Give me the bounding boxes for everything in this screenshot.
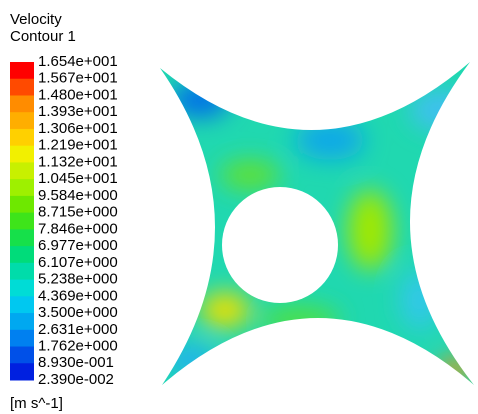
legend-label: 2.390e-002 xyxy=(38,371,114,388)
contour-field xyxy=(160,62,474,385)
legend-label: 1.654e+001 xyxy=(38,53,118,70)
legend-swatch xyxy=(10,346,34,364)
legend-swatch xyxy=(10,195,34,214)
legend-label: 2.631e+000 xyxy=(38,321,118,338)
legend-label: 1.762e+000 xyxy=(38,337,118,354)
legend-swatch xyxy=(10,363,34,381)
subtitle: Contour 1 xyxy=(10,28,76,45)
legend-label: 1.306e+001 xyxy=(38,120,118,137)
legend-swatch xyxy=(10,246,34,264)
legend-swatch xyxy=(10,329,34,348)
legend: 1.654e+0011.567e+0011.480e+0011.393e+001… xyxy=(10,53,118,388)
legend-swatch xyxy=(10,62,34,80)
legend-label: 4.369e+000 xyxy=(38,287,118,304)
legend-label: 8.930e-001 xyxy=(38,354,114,371)
legend-label: 1.480e+001 xyxy=(38,86,118,103)
legend-label: 1.567e+001 xyxy=(38,70,118,87)
legend-label: 5.238e+000 xyxy=(38,271,118,288)
legend-swatch xyxy=(10,262,34,281)
legend-swatch xyxy=(10,128,34,147)
legend-swatch xyxy=(10,78,34,96)
legend-label: 1.393e+001 xyxy=(38,103,118,120)
legend-label: 1.219e+001 xyxy=(38,137,118,154)
legend-swatch xyxy=(10,145,34,163)
legend-swatch xyxy=(10,279,34,297)
legend-label: 6.107e+000 xyxy=(38,254,118,271)
legend-label: 7.846e+000 xyxy=(38,220,118,237)
legend-label: 1.045e+001 xyxy=(38,170,118,187)
title: Velocity xyxy=(10,11,62,28)
legend-label: 3.500e+000 xyxy=(38,304,118,321)
legend-swatch xyxy=(10,212,34,230)
unit-label: [m s^-1] xyxy=(10,395,63,412)
legend-swatch xyxy=(10,95,34,113)
legend-swatch xyxy=(10,112,34,130)
legend-label: 9.584e+000 xyxy=(38,187,118,204)
legend-label: 1.132e+001 xyxy=(38,153,118,170)
legend-swatch xyxy=(10,162,34,180)
legend-swatch xyxy=(10,313,34,331)
legend-swatch xyxy=(10,296,34,314)
legend-swatch xyxy=(10,179,34,197)
legend-swatch xyxy=(10,229,34,247)
legend-label: 6.977e+000 xyxy=(38,237,118,254)
legend-label: 8.715e+000 xyxy=(38,204,118,221)
